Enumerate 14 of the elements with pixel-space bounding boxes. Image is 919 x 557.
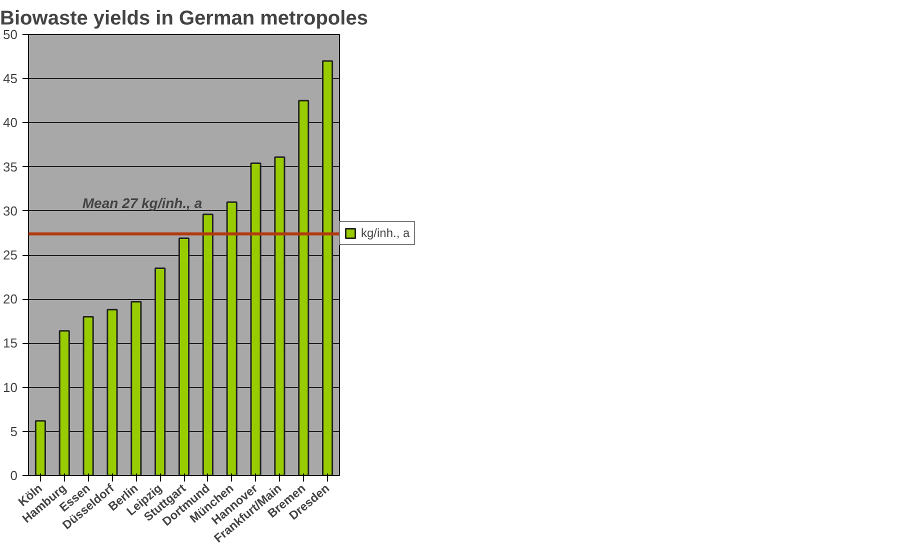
y-tick-label: 35 bbox=[3, 159, 18, 174]
ref-line-label: Mean 27 kg/inh., a bbox=[82, 194, 202, 211]
y-tick-label: 20 bbox=[3, 292, 18, 307]
y-tick-label: 40 bbox=[3, 115, 18, 130]
chart-title: Biowaste yields in German metropoles bbox=[0, 8, 368, 30]
legend-label: kg/inh., a bbox=[361, 226, 410, 240]
y-tick-label: 10 bbox=[3, 380, 18, 395]
y-tick-label: 15 bbox=[3, 336, 18, 351]
y-tick-label: 25 bbox=[3, 248, 18, 262]
y-tick-label: 0 bbox=[10, 468, 18, 483]
y-tick-label: 45 bbox=[3, 71, 18, 86]
y-tick-label: 5 bbox=[10, 424, 18, 439]
y-tick-label: 50 bbox=[3, 27, 18, 42]
y-tick-label: 30 bbox=[3, 203, 18, 218]
